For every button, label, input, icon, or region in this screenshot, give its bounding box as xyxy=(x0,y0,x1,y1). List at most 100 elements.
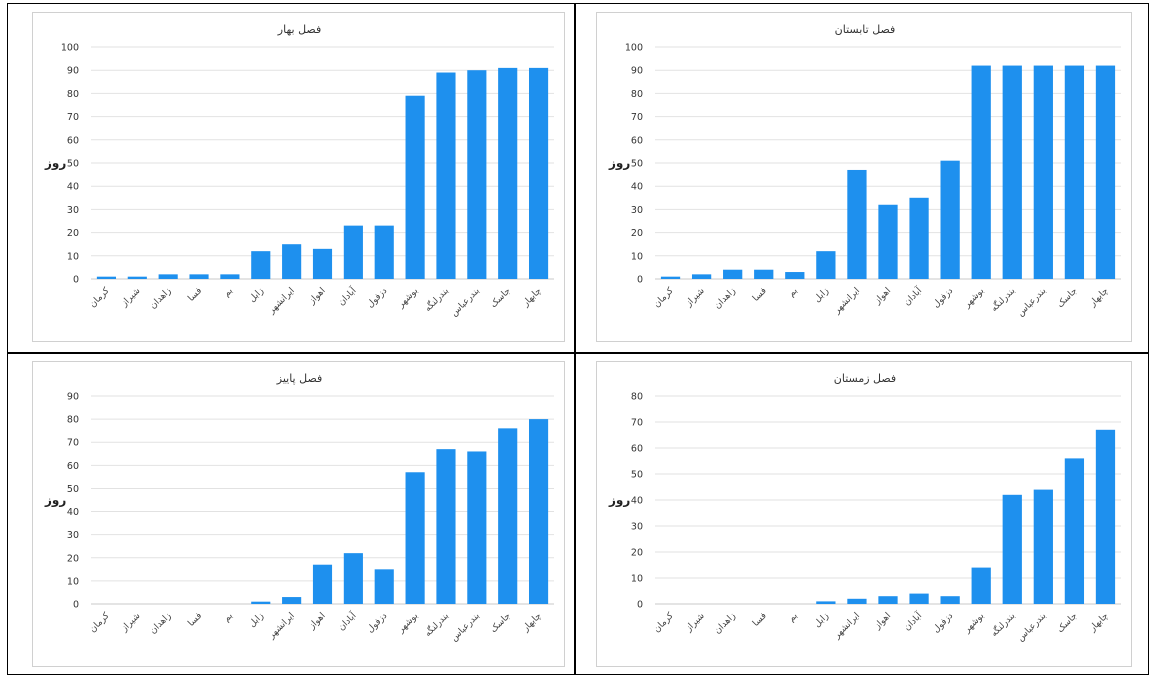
bar xyxy=(251,601,271,604)
y-tick-label: 80 xyxy=(631,89,643,100)
bar xyxy=(312,248,333,279)
x-tick-label: بندرعباس xyxy=(1016,611,1049,644)
bar xyxy=(1033,489,1053,604)
x-tick-label: فسا xyxy=(186,286,204,304)
chart-spring: فصل بهار 0 10 20 30 40 50 60 70 80 90 100 روز کرمان شی… xyxy=(44,23,554,319)
y-tick-label: 20 xyxy=(631,228,643,239)
y-tick-label: 70 xyxy=(631,112,643,123)
y-tick-label: 40 xyxy=(631,496,643,507)
x-tick-label: بم xyxy=(787,286,800,299)
y-tick-label: 30 xyxy=(67,530,79,541)
y-tick-label: 40 xyxy=(631,182,643,193)
x-tick-label: بندرعباس xyxy=(1016,286,1049,319)
x-tick-label: ایرانشهر xyxy=(266,611,296,641)
x-tick-label: شیراز xyxy=(683,286,706,309)
y-tick-label: 50 xyxy=(67,484,79,495)
bar xyxy=(1002,494,1022,604)
y-tick-label: 50 xyxy=(631,159,643,170)
x-tick-label: شیراز xyxy=(683,611,706,634)
chart-panel-autumn: فصل پاییز 0 10 20 30 40 50 60 70 80 90 روز کرمان شیرا… xyxy=(32,361,565,667)
bar xyxy=(754,269,774,279)
y-tick-label: 60 xyxy=(631,444,643,455)
x-tick-label: زاهدان xyxy=(148,611,173,636)
x-tick-label: بندرعباس xyxy=(449,286,482,319)
x-tick-label: بوشهر xyxy=(962,611,987,636)
x-tick-label: شیراز xyxy=(119,611,142,634)
x-tick-label: بم xyxy=(222,286,235,299)
y-tick-label: 60 xyxy=(67,461,79,472)
bar xyxy=(528,419,549,604)
x-tick-label: آبادان xyxy=(901,609,925,633)
x-tick-label: چابهار xyxy=(1087,611,1110,634)
x-tick-label: اهواز xyxy=(307,611,328,632)
bar xyxy=(940,160,960,279)
chart-title: فصل بهار xyxy=(277,23,321,36)
bar xyxy=(158,274,178,279)
x-tick-label: کرمان xyxy=(88,611,112,635)
bar xyxy=(847,598,867,604)
y-tick-label: 40 xyxy=(67,182,79,193)
bar xyxy=(96,276,117,279)
x-tick-label: اهواز xyxy=(872,611,893,632)
x-tick-label: چابهار xyxy=(520,286,543,309)
y-tick-label: 70 xyxy=(631,418,643,429)
x-tick-label: کرمان xyxy=(88,286,112,310)
bar xyxy=(343,225,363,279)
bar xyxy=(878,204,898,279)
bar xyxy=(251,251,271,279)
bar xyxy=(467,70,487,279)
bar xyxy=(528,67,549,279)
y-tick-label: 20 xyxy=(67,553,79,564)
chart-panel-summer: فصل تابستان 0 10 20 30 40 50 60 70 80 90 100 روز کرما… xyxy=(596,12,1132,342)
y-axis-label: روز xyxy=(44,493,66,508)
x-tick-label: کرمان xyxy=(652,611,676,635)
x-tick-label: بم xyxy=(222,611,235,624)
bar xyxy=(785,272,805,279)
x-tick-label: کرمان xyxy=(652,286,676,310)
bar xyxy=(660,276,681,279)
y-tick-label: 10 xyxy=(67,251,79,262)
chart-summer: فصل تابستان 0 10 20 30 40 50 60 70 80 90 100 روز کرما… xyxy=(608,23,1121,319)
bar xyxy=(282,597,302,604)
x-tick-label: دزفول xyxy=(931,611,955,635)
y-tick-label: 90 xyxy=(67,392,79,403)
bar xyxy=(467,451,487,604)
y-tick-label: 90 xyxy=(67,66,79,77)
bar xyxy=(1064,65,1085,279)
chart-title: فصل تابستان xyxy=(835,23,896,36)
x-tick-label: دزفول xyxy=(365,286,389,310)
y-tick-label: 90 xyxy=(631,66,643,77)
y-tick-label: 60 xyxy=(67,135,79,146)
y-tick-label: 0 xyxy=(637,275,643,286)
y-tick-label: 30 xyxy=(67,205,79,216)
x-tick-label: زاهدان xyxy=(713,611,738,636)
y-axis-label: روز xyxy=(608,493,630,508)
bar xyxy=(498,67,518,279)
bar xyxy=(816,601,836,604)
y-tick-label: 70 xyxy=(67,112,79,123)
x-tick-label: بم xyxy=(787,611,800,624)
chart-autumn: فصل پاییز 0 10 20 30 40 50 60 70 80 90 روز کرمان شیرا… xyxy=(44,372,554,644)
bar xyxy=(220,274,240,279)
y-tick-label: 60 xyxy=(631,135,643,146)
x-tick-label: زابل xyxy=(247,286,266,305)
x-tick-label: بندرلنگه xyxy=(988,285,1017,314)
x-tick-label: جاسک xyxy=(1056,286,1080,310)
bar xyxy=(436,72,456,279)
y-tick-label: 80 xyxy=(67,89,79,100)
x-tick-label: بوشهر xyxy=(396,286,421,311)
bar xyxy=(282,244,302,279)
x-tick-label: زابل xyxy=(812,611,831,630)
x-tick-label: آبادان xyxy=(335,609,359,633)
bar xyxy=(691,274,712,279)
bar xyxy=(1064,458,1085,604)
y-tick-label: 50 xyxy=(67,159,79,170)
x-tick-label: شیراز xyxy=(119,286,142,309)
bar xyxy=(816,251,836,279)
bar xyxy=(723,269,743,279)
y-tick-label: 0 xyxy=(637,600,643,611)
bar xyxy=(878,596,898,604)
y-tick-label: 100 xyxy=(625,43,643,54)
x-tick-label: فسا xyxy=(751,611,769,629)
bar xyxy=(909,593,929,604)
